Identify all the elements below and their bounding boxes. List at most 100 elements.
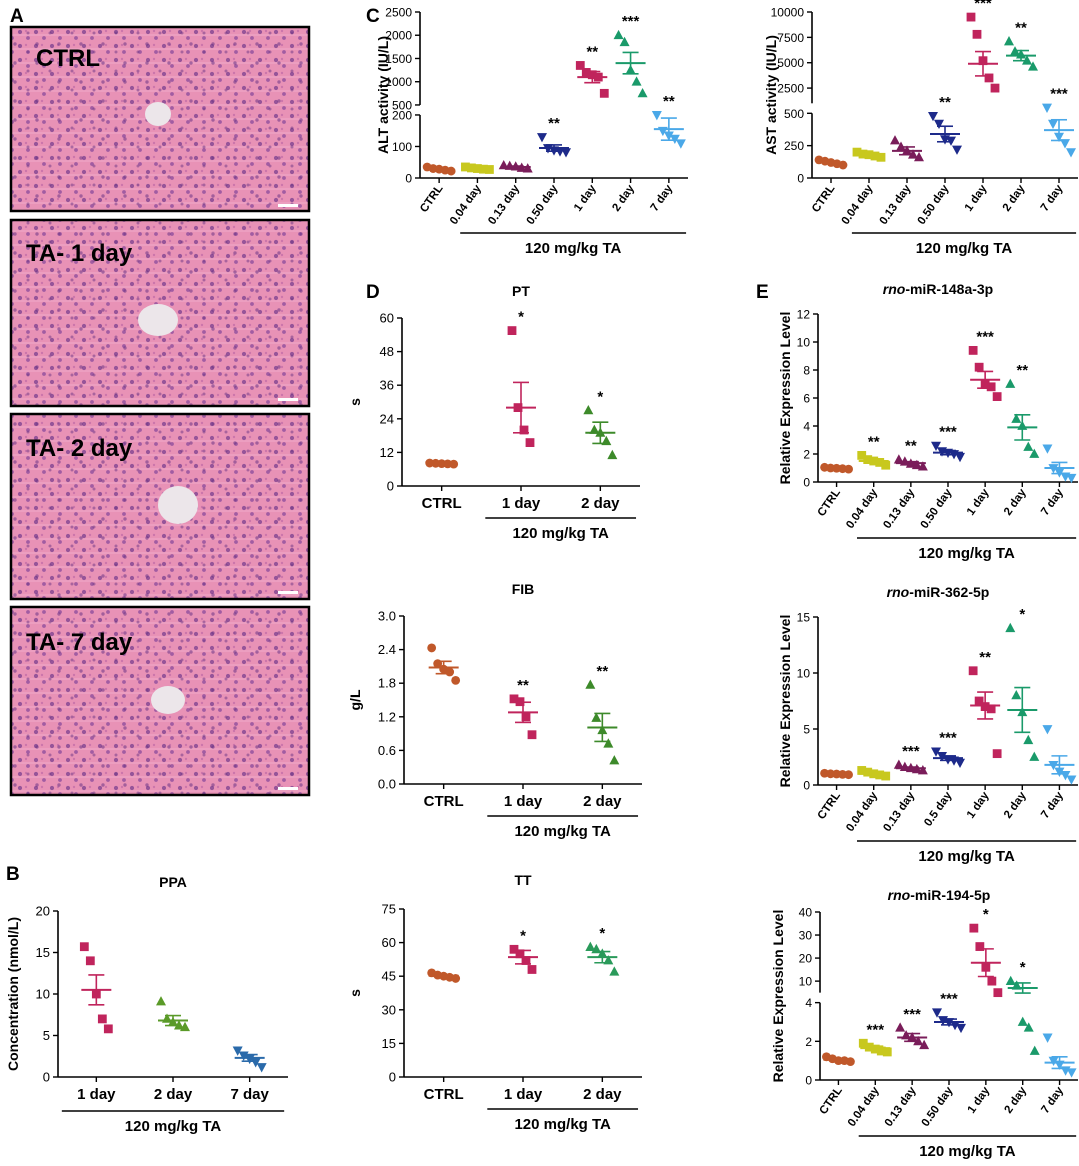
significance-label: *** [974,0,992,12]
x-tick-label: 1 day [502,495,541,512]
significance-label: * [520,927,526,944]
data-point [895,1022,906,1032]
x-tick-label: 0.13 day [881,789,917,834]
data-point [1011,690,1022,700]
data-point [581,68,591,77]
x-tick-label: 0.04 day [844,486,880,531]
x-tick-label: 2 day [1002,1084,1029,1115]
data-point [599,88,609,98]
data-point [515,949,525,959]
chart-title-italic: rno [888,887,911,903]
data-point [619,36,630,47]
x-tick-label: CTRL [816,790,843,822]
chart-title-italic: rno [883,281,906,297]
data-point [575,61,585,70]
chart-title-rest: -miR-194-5p [910,887,990,903]
x-tick-label: 7 day [1039,1084,1066,1115]
data-point [852,147,862,157]
data-point [461,162,470,172]
y-tick-label: 48 [380,344,394,359]
y-axis-label: s [347,398,363,406]
x-tick-label: 0.13 day [486,182,522,227]
x-tick-label: 1 day [966,1084,993,1115]
data-point [1028,61,1038,71]
y-tick-label: 1.8 [378,676,396,691]
y-axis-label: Relative Expression Level [770,910,786,1083]
x-tick-label: 0.04 day [844,789,880,834]
data-point [1048,1056,1059,1067]
chart-E_194: rno-miR-194-5p 10 20 30 40 0 2 4 Relative Expres… [770,887,1078,1160]
y-tick-label: 3.0 [378,609,396,624]
x-tick-label: 2 day [583,1086,622,1103]
data-point [1004,36,1014,46]
data-point [931,747,941,757]
significance-label: *** [976,328,994,345]
y-tick-label: 75 [382,902,396,917]
significance-label: *** [622,13,640,30]
chart-title-rest: -miR-148a-3p [905,281,993,297]
y-axis-label: g/L [347,689,363,710]
chart-B: PPA 0 5 10 15 20 Concentration (nmol/L) 1 day 2 … [5,874,288,1135]
y-tick-label: 5000 [777,56,804,70]
data-point [986,704,996,714]
data-point [1011,413,1022,423]
significance-label: ** [517,677,529,694]
x-tick-label: 0.04 day [846,1084,882,1129]
x-tick-label: 0.13 day [878,182,914,227]
data-point [986,382,996,392]
data-point [525,438,535,447]
chart-D_FIB: FIB 0.0 0.6 1.2 1.8 2.4 3.0 g/L CTRL 1 day 2 day 12… [347,581,642,840]
y-tick-label: 2.4 [378,642,396,657]
data-point [890,135,900,145]
x-tick-label: 1 day [504,793,543,810]
y-tick-label: 2500 [385,6,412,20]
y-tick-label: 30 [799,929,813,943]
y-tick-label: 40 [799,906,813,920]
x-tick-label: CTRL [424,1086,464,1103]
x-tick-label: 1 day [965,789,992,820]
data-point [917,765,928,775]
data-point [609,966,620,976]
data-point [952,145,962,155]
y-tick-label: 6 [803,392,810,406]
x-tick-label: 2 day [1002,486,1029,517]
y-tick-label: 4 [805,996,812,1010]
scale-bar [278,591,298,594]
data-point [956,1023,966,1034]
chart-title: PPA [159,874,187,890]
x-tick-label: 0.50 day [920,1084,956,1129]
data-point [1005,622,1016,633]
data-point [631,76,642,86]
data-point [1029,751,1040,761]
data-point [427,643,437,653]
data-point [881,460,891,470]
y-tick-label: 20 [36,904,50,919]
data-point [975,942,985,951]
data-point [934,119,944,130]
data-point [103,1024,113,1034]
data-point [974,362,984,372]
data-point [180,1021,190,1032]
histology-image-ctrl: CTRL [9,25,311,213]
significance-label: ** [596,663,608,680]
data-point [969,923,979,933]
y-tick-label: 60 [382,935,396,950]
data-point [97,1014,107,1024]
x-tick-label: 2 day [610,182,637,213]
y-tick-label: 1500 [385,52,412,66]
data-point [882,1047,892,1057]
data-point [1042,725,1053,735]
data-point [1048,119,1058,130]
y-tick-label: 250 [784,139,804,153]
panel-label-c: C [366,6,380,27]
scale-bar [278,398,298,401]
data-point [591,712,602,722]
x-tick-label: 7 day [649,182,676,213]
significance-label: * [597,388,603,405]
data-point [527,730,537,740]
data-point [990,83,1000,93]
significance-label: ** [548,115,560,132]
significance-label: ** [663,93,675,110]
y-tick-label: 10000 [771,6,805,20]
data-point [613,29,624,40]
